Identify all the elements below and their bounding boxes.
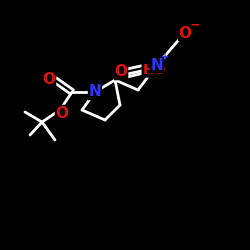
Text: N: N (88, 84, 102, 100)
Text: −: − (190, 18, 200, 32)
Text: N: N (150, 58, 164, 72)
Text: O: O (114, 64, 128, 80)
Text: O: O (56, 106, 68, 120)
Text: O: O (42, 72, 56, 88)
Text: +: + (161, 52, 169, 62)
Text: O: O (178, 26, 192, 40)
Text: HO: HO (142, 63, 166, 77)
